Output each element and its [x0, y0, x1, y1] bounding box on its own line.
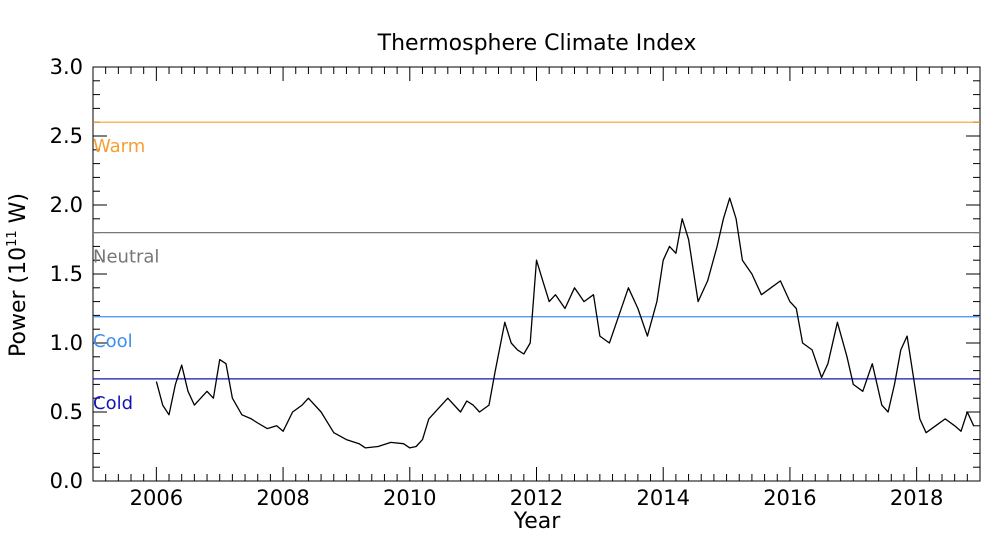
level-label-cool: Cool: [93, 331, 133, 352]
plot-area: 2006 2008 2010 2012 2014 2016 2018 0.0 0.5 1.0 1.5…: [50, 55, 981, 510]
x-tick-label: 2008: [256, 486, 309, 510]
y-tick-label: 1.0: [50, 331, 83, 355]
x-tick-label: 2016: [763, 486, 816, 510]
chart-title: Thermosphere Climate Index: [377, 31, 697, 56]
x-tick-label: 2018: [890, 486, 943, 510]
x-tick-label: 2012: [510, 486, 563, 510]
series-line-0: [155, 197, 975, 449]
y-axis-label: Power (1011 W): [5, 193, 31, 357]
y-tick-label: 2.0: [50, 193, 83, 217]
y-axis-label-main: Power (10: [6, 247, 31, 357]
y-axis-label-unit: W): [6, 193, 31, 230]
y-axis-label-exponent: 11: [5, 230, 20, 247]
level-label-neutral: Neutral: [93, 247, 159, 268]
level-label-warm: Warm: [93, 136, 145, 157]
x-axis-label: Year: [513, 509, 562, 534]
y-tick-label: 0.5: [50, 400, 83, 424]
x-tick-label: 2014: [636, 486, 689, 510]
y-tick-label: 0.0: [50, 469, 83, 493]
x-tick-label: 2006: [130, 486, 183, 510]
level-label-cold: Cold: [93, 393, 133, 414]
y-tick-label: 3.0: [50, 55, 83, 79]
y-tick-label: 1.5: [50, 262, 83, 286]
plot-frame: [92, 66, 981, 482]
y-tick-label: 2.5: [50, 124, 83, 148]
x-tick-label: 2010: [383, 486, 436, 510]
